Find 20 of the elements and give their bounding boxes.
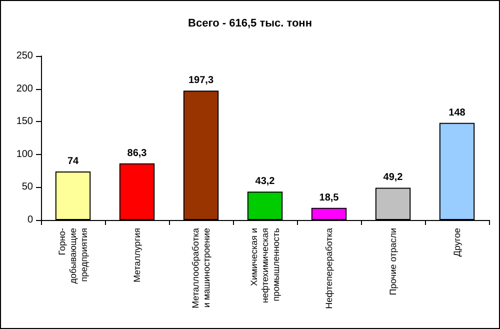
- data-label: 74: [67, 156, 79, 167]
- y-tick-label: 150: [16, 116, 34, 128]
- x-tick-label: Горно- добывающие предприятия: [57, 228, 89, 284]
- data-label: 43,2: [255, 176, 276, 188]
- data-label: 18,5: [319, 192, 340, 204]
- y-tick-label: 100: [16, 148, 34, 160]
- y-tick-label: 250: [16, 50, 34, 62]
- y-tick-label: 50: [22, 182, 34, 193]
- data-label: 86,3: [127, 148, 148, 159]
- data-label: 148: [448, 107, 466, 118]
- y-tick-label: 200: [16, 83, 34, 94]
- y-tick-label: 0: [27, 214, 34, 226]
- x-tick-label: Металлургия: [132, 228, 142, 282]
- chart-title: Всего - 616,5 тыс. тонн: [188, 18, 312, 30]
- x-tick-label: Металлообработка и машиностроение: [190, 228, 212, 308]
- x-tick-label: Другое: [452, 228, 462, 257]
- data-label: 197,3: [188, 75, 214, 86]
- x-tick-label: Нефтепереработка: [324, 228, 334, 309]
- x-tick-label: Прочие отрасли: [388, 228, 398, 296]
- data-label: 49,2: [383, 172, 404, 184]
